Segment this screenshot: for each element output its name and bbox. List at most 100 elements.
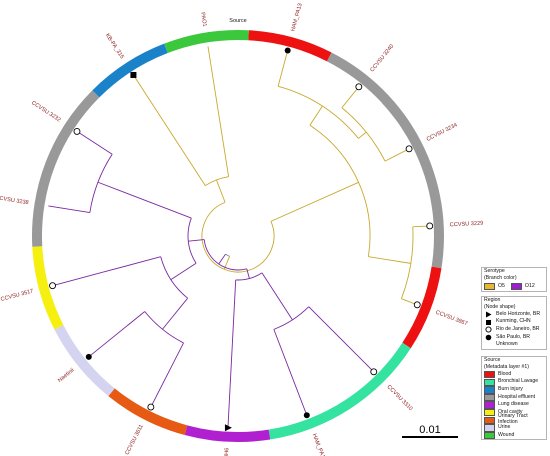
- square-icon: [130, 71, 137, 78]
- tip-label: HAM_PA13: [290, 3, 303, 32]
- open-circle-icon: [355, 83, 363, 91]
- source-item-hospital-effluent: Hospital effluent: [482, 394, 546, 402]
- tree-title: Source: [229, 18, 246, 24]
- source-item-urinary-tract-infection: Urinary Tract Infection: [482, 413, 546, 425]
- region-item-sao-paulo: São Paulo, BR: [482, 334, 546, 342]
- tip-branch: [207, 46, 230, 177]
- source-swatch: [484, 393, 495, 402]
- source-item-burn-injury: Burn injury: [482, 386, 546, 394]
- tip-label: CCVSU 3517: [0, 288, 34, 302]
- ring-segment-lung-disease: [184, 425, 271, 442]
- source-legend-items: Blood Bronchial Lavage Burn injury Hospital…: [482, 370, 546, 440]
- internal-branch: [102, 256, 161, 273]
- tip-label: CCVSU 3229: [450, 221, 484, 229]
- tip-branch: [273, 329, 308, 416]
- triangle-icon: [484, 311, 493, 318]
- tip-label: CCVSU 3240: [369, 44, 395, 74]
- clade-arc: [341, 107, 386, 162]
- serotype-item-o12: O12: [510, 282, 535, 291]
- internal-branch: [246, 268, 250, 279]
- tip-label: CCVSU 3232: [30, 100, 61, 123]
- internal-branch: [162, 297, 189, 330]
- open-circle-icon: [405, 145, 413, 153]
- region-legend: Region (Node shape) Belo Horizonte, BR K…: [481, 296, 547, 350]
- open-circle-icon: [147, 403, 155, 411]
- source-swatch: [484, 386, 495, 394]
- source-item-bronchial-lavage: Bronchial Lavage: [482, 378, 546, 387]
- ring-segment-urine: [54, 324, 115, 397]
- source-legend: Source (Metadata layer #1) Blood Bronchia…: [481, 356, 547, 441]
- root-arc: [225, 253, 230, 257]
- source-swatch: [484, 408, 495, 417]
- serotype-o12-swatch: [510, 282, 522, 291]
- serotype-o5-swatch: [484, 282, 495, 291]
- source-swatch: [484, 378, 495, 387]
- tip-branch: [76, 131, 113, 155]
- tip-label: CCVSU 3234: [426, 122, 459, 143]
- ring-segment-urinary-tract-infection: [108, 388, 188, 435]
- source-swatch: [484, 370, 495, 379]
- ring-segment-blood: [402, 266, 442, 349]
- tip-branch: [133, 74, 206, 186]
- scale-bar-label: 0.01: [419, 424, 441, 436]
- clade-arc: [309, 124, 371, 257]
- source-swatch: [484, 416, 495, 425]
- internal-branch: [223, 263, 227, 270]
- source-metadata-ring: [31, 30, 444, 442]
- square-icon: [484, 319, 493, 326]
- tip-label: CCVSU 3611: [124, 424, 144, 456]
- scale-bar: 0.01: [400, 424, 460, 444]
- clade-arc: [278, 85, 359, 139]
- internal-branch: [309, 105, 323, 126]
- serotype-item-o5: O5: [484, 283, 505, 291]
- clade-arc: [144, 311, 184, 344]
- region-item-unknown: Unknown: [496, 341, 518, 348]
- open-circle-icon: [370, 368, 378, 376]
- tip-label: BH6: [224, 448, 231, 456]
- clade-arc: [203, 239, 247, 271]
- source-item-lung-disease: Lung disease: [482, 401, 546, 409]
- internal-branch: [229, 279, 237, 386]
- region-item-kunming: Kunming, CHN: [482, 318, 546, 327]
- tree-branches: [48, 46, 430, 428]
- ring-segment-burn-injury: [92, 43, 168, 98]
- internal-branch: [358, 131, 367, 139]
- internal-branch: [97, 181, 122, 192]
- scale-bar-line: [402, 436, 458, 438]
- open-circle-icon: [73, 127, 81, 135]
- internal-branch: [226, 256, 230, 264]
- serotype-legend-subtitle: (Branch color): [484, 274, 517, 281]
- open-circle-icon: [413, 301, 421, 309]
- clade-arc: [400, 226, 414, 299]
- tip-label: PAO1: [199, 12, 207, 27]
- clade-arc: [235, 272, 263, 281]
- ring-segment-hospital-effluent: [326, 52, 444, 269]
- source-swatch: [484, 431, 495, 440]
- tip-branch: [308, 306, 375, 373]
- internal-branch: [261, 272, 293, 321]
- tip-label: CCVSU 3867: [435, 310, 469, 328]
- open-circle-icon: [49, 282, 56, 290]
- serotype-legend: Serotype (Branch color) O5 O12: [481, 267, 547, 293]
- tip-label: KB-PA_315: [104, 33, 125, 60]
- ring-segment-bronchial-lavage: [268, 342, 411, 440]
- tip-branch: [384, 148, 410, 162]
- internal-branch: [216, 179, 226, 203]
- tip-node-markers: [49, 47, 434, 432]
- ring-segment-wound: [164, 30, 249, 54]
- source-item-oral-cavity: Oral cavity: [482, 409, 546, 417]
- tip-label: HAM_PA11: [311, 433, 327, 456]
- tip-branch: [227, 385, 231, 428]
- triangle-icon: [224, 424, 232, 432]
- tip-label: CCVSU 3310: [385, 384, 413, 412]
- ring-segment-hospital-effluent: [31, 90, 100, 247]
- filled-circle-icon: [85, 353, 92, 360]
- internal-branch: [270, 181, 359, 222]
- open-circle-icon: [426, 222, 434, 230]
- tip-branch: [48, 205, 90, 213]
- source-item-urine: Urine: [482, 424, 546, 432]
- tip-label: CCVSU 3238: [0, 195, 29, 206]
- tip-branch: [277, 50, 289, 87]
- region-item-rio-de-janeiro: Rio de Janeiro, BR: [482, 326, 546, 334]
